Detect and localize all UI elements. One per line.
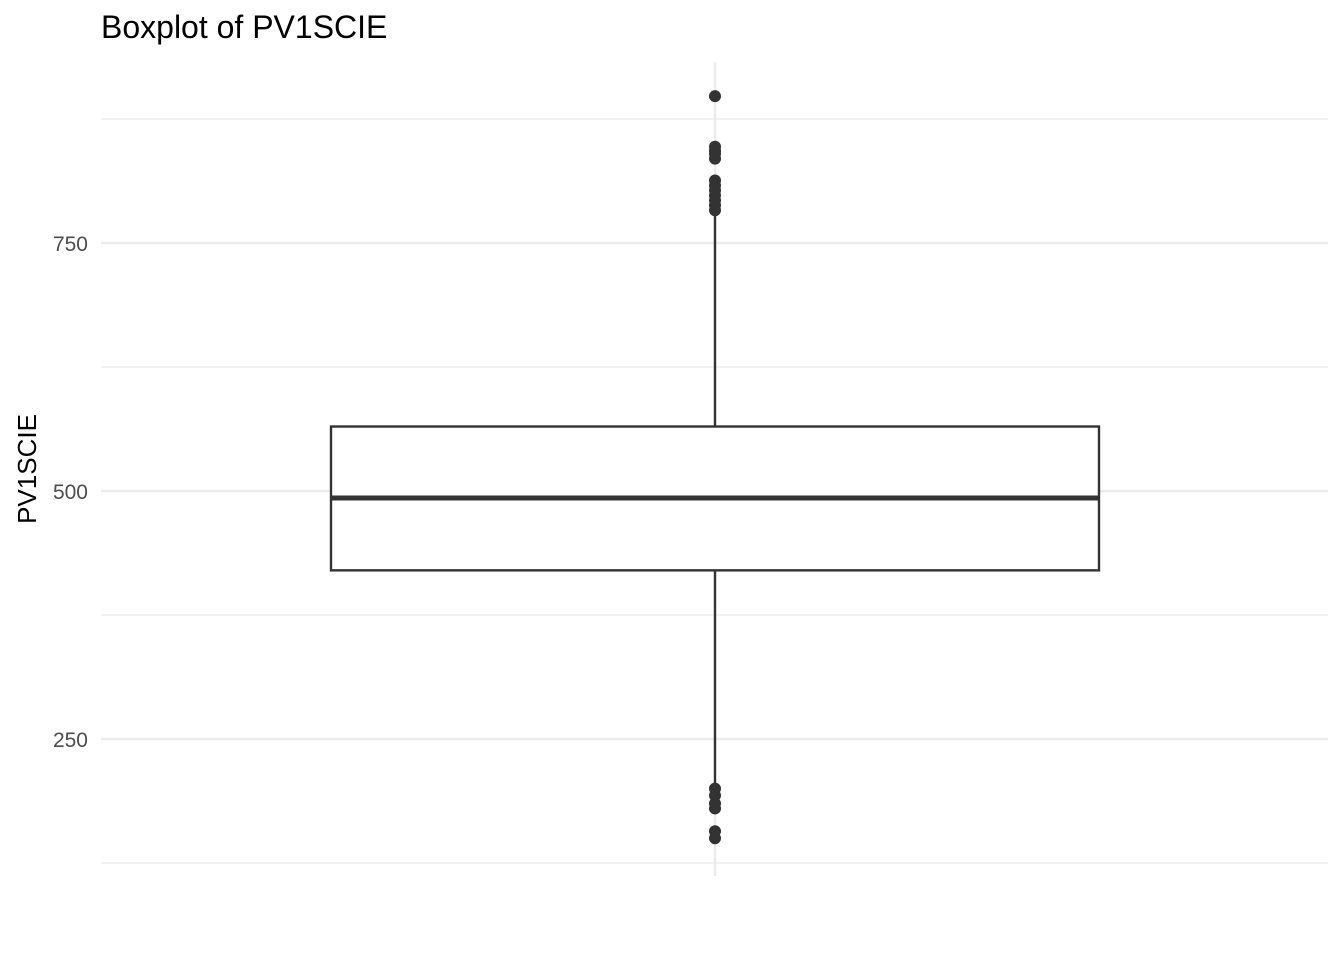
box-and-whiskers [329,212,1101,784]
outlier-point [709,90,721,103]
y-tick-label: 750 [53,233,88,256]
y-tick-label: 500 [53,481,88,504]
y-axis-label: PV1SCIE [12,414,42,524]
y-axis-ticks: 250 500 750 [53,233,88,752]
outlier-point [709,204,721,217]
chart-title: Boxplot of PV1SCIE [101,9,388,45]
y-tick-label: 250 [53,729,88,752]
outlier-point [709,832,721,845]
outlier-point [709,802,721,815]
outlier-point [709,152,721,165]
outlier-points [709,90,721,845]
